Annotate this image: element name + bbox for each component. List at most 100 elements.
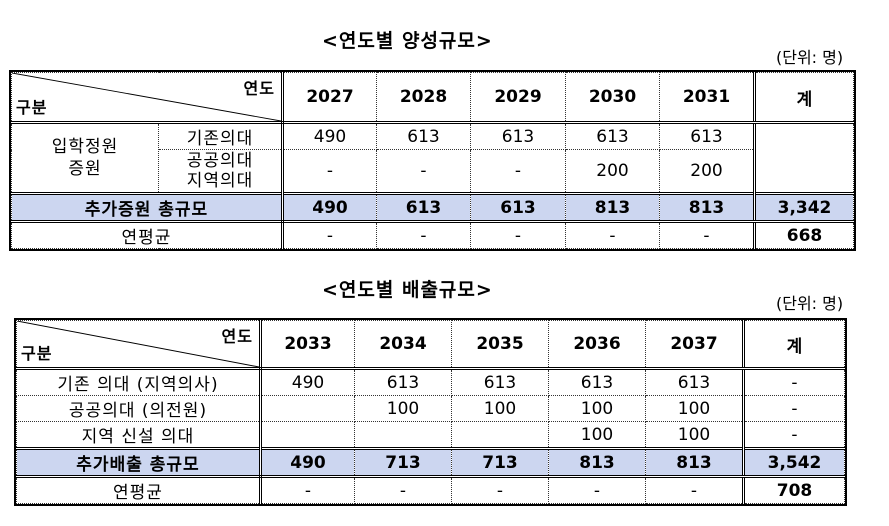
table2-cell: 613: [451, 368, 549, 396]
table2-sum-row: 추가배출 총규모 490 713 713 813 813 3,542: [16, 447, 845, 478]
table1-year: 2031: [659, 72, 755, 124]
table2-cell: [260, 421, 355, 449]
table1-group-label-line2: 증원: [68, 159, 102, 179]
table2-avg-label: 연평균: [16, 476, 262, 504]
table2-cell: -: [354, 476, 452, 504]
table2-cell: [260, 395, 355, 422]
table2-cell: 100: [451, 395, 549, 422]
table1-group-label-line1: 입학정원: [51, 137, 119, 157]
table1-cell: -: [282, 221, 377, 249]
table1-avg-row: 연평균 - - - - - 668: [11, 221, 854, 249]
table2-total-cell: -: [742, 368, 845, 396]
table1-cell: 613: [376, 192, 471, 223]
table1-cell: 813: [565, 192, 660, 223]
table1-year: 2029: [470, 72, 566, 124]
table2-cell: -: [451, 476, 549, 504]
table1-total-cell: 668: [753, 221, 854, 249]
table1-year: 2030: [565, 72, 660, 124]
table2-total-header: 계: [742, 320, 845, 370]
table1-cell: -: [659, 221, 755, 249]
table1-avg-label: 연평균: [11, 221, 284, 249]
table1-cell: 613: [470, 122, 566, 150]
table2-cell: 100: [548, 395, 646, 422]
table1-year: 2028: [376, 72, 471, 124]
table1-unit: (단위: 명): [776, 48, 844, 67]
table2-year-label: 연도: [221, 327, 253, 346]
table2-year: 2036: [548, 320, 646, 370]
table2-cell: 100: [645, 421, 744, 449]
table2-unit: (단위: 명): [776, 294, 844, 313]
table-row: 기존 의대 (지역의사) 490 613 613 613 613 -: [16, 368, 845, 396]
table1-cell: 490: [282, 122, 377, 150]
table2-cell: [451, 421, 549, 449]
table2-corner-cell: 연도 구분: [16, 320, 262, 370]
table1-cell: 200: [565, 149, 660, 194]
table1-year-label: 연도: [243, 79, 275, 98]
table2-year: 2035: [451, 320, 549, 370]
table2-avg-row: 연평균 - - - - - 708: [16, 476, 845, 504]
table1-corner-cell: 연도 구분: [11, 72, 284, 124]
table-row: 지역 신설 의대 100 100 -: [16, 421, 845, 449]
table2-cell: -: [645, 476, 744, 504]
table1-row-label: 공공의대 지역의대: [158, 149, 284, 194]
table2-row-label: 기존 의대 (지역의사): [16, 368, 262, 396]
table-row: 공공의대 (의전원) 100 100 100 100 -: [16, 395, 845, 422]
table2-cell: 100: [548, 421, 646, 449]
table2-title: <연도별 배출규모>: [322, 279, 493, 301]
table1-group-label: 입학정원 증원: [11, 122, 159, 194]
table1-cell: -: [470, 221, 566, 249]
table1-category-label: 구분: [16, 98, 48, 117]
table1-cell: 613: [470, 192, 566, 223]
table2-cell: 100: [645, 395, 744, 422]
table1-total-cell: [753, 122, 854, 194]
table1-cell: 613: [376, 122, 471, 150]
table1-cell: -: [376, 149, 471, 194]
table2-total-cell: 3,542: [742, 447, 845, 478]
table2-cell: 713: [354, 447, 452, 478]
table2-cell: -: [260, 476, 355, 504]
table2-cell: 813: [645, 447, 744, 478]
table2-cell: [354, 421, 452, 449]
table1-total-header: 계: [753, 72, 854, 124]
table2-year: 2033: [260, 320, 355, 370]
table2-total-cell: -: [742, 421, 845, 449]
table2-year: 2037: [645, 320, 744, 370]
table1-year: 2027: [282, 72, 377, 124]
table1-cell: -: [565, 221, 660, 249]
table2-row-label: 공공의대 (의전원): [16, 395, 262, 422]
table1-cell: -: [282, 149, 377, 194]
table2-row-label: 지역 신설 의대: [16, 421, 262, 449]
table1-cell: 613: [659, 122, 755, 150]
table2-total-cell: 708: [742, 476, 845, 504]
table1-total-cell: 3,342: [753, 192, 854, 223]
table1-title: <연도별 양성규모>: [322, 30, 493, 52]
table1-cell: 813: [659, 192, 755, 223]
table-row: 공공의대 지역의대 - - - 200 200: [12, 149, 854, 194]
table1-cell: -: [376, 221, 471, 249]
table2-year: 2034: [354, 320, 452, 370]
table2-cell: 613: [548, 368, 646, 396]
table1-sum-row: 추가증원 총규모 490 613 613 813 813 3,342: [11, 192, 854, 223]
table2-category-label: 구분: [21, 344, 53, 363]
table1: 연도 구분 2027 2028 2029 2030 2031 계 입학정원 증원…: [9, 70, 856, 251]
table1-sum-label: 추가증원 총규모: [11, 192, 284, 223]
table1-cell: -: [470, 149, 566, 194]
table2-cell: 613: [354, 368, 452, 396]
table1-cell: 613: [565, 122, 660, 150]
table1-cell: 490: [282, 192, 377, 223]
table2-cell: 613: [645, 368, 744, 396]
table-row: 입학정원 증원 기존의대 490 613 613 613 613: [11, 122, 854, 194]
table1-row-label-line2: 지역의대: [186, 171, 254, 191]
table2-cell: 813: [548, 447, 646, 478]
table2: 연도 구분 2033 2034 2035 2036 2037 계 기존 의대 (…: [14, 318, 847, 506]
table1-row-label: 기존의대: [158, 122, 284, 150]
table2-cell: 490: [260, 368, 355, 396]
table1-cell: 200: [659, 149, 755, 194]
table2-sum-label: 추가배출 총규모: [16, 447, 262, 478]
table2-cell: -: [548, 476, 646, 504]
table2-cell: 100: [354, 395, 452, 422]
table1-row-label-line1: 공공의대: [186, 151, 254, 171]
table2-header-row: 연도 구분 2033 2034 2035 2036 2037 계: [16, 320, 845, 370]
table2-cell: 490: [260, 447, 355, 478]
table2-cell: 713: [451, 447, 549, 478]
